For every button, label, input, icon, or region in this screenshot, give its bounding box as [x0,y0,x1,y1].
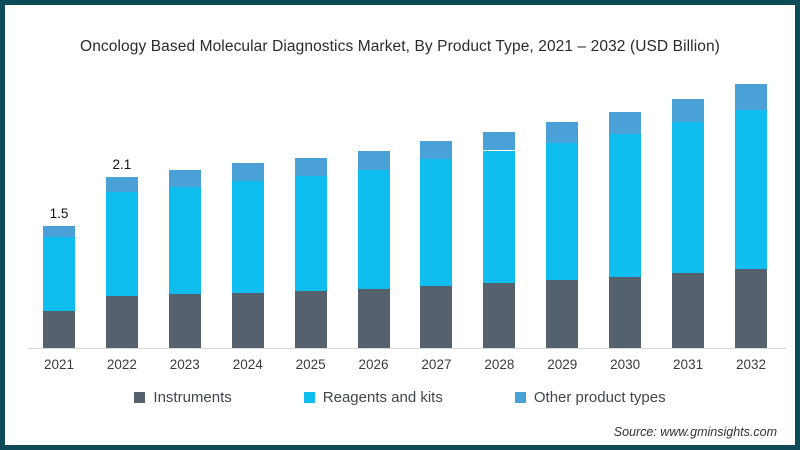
bar-segment-other-product-types-2029 [546,122,579,144]
bar-segment-instruments-2031 [672,273,705,348]
bar-2023 [168,169,201,348]
bar-segment-other-product-types-2031 [672,99,705,122]
bar-segment-other-product-types-2022 [105,177,138,192]
bar-segment-instruments-2027 [420,286,453,348]
legend: Instruments Reagents and kits Other produc… [5,389,795,406]
legend-swatch-instruments [134,392,146,403]
bar-segment-reagents-and-kits-2027 [420,159,453,287]
bar-2021 [43,226,75,348]
bar-segment-instruments-2021 [43,311,75,348]
bar-value-label-2022: 2.1 [112,157,132,173]
bar-segment-instruments-2022 [105,296,138,348]
bar-segment-instruments-2030 [609,277,642,348]
bar-segment-instruments-2026 [357,288,390,348]
bar-segment-instruments-2024 [231,292,264,348]
bar-2027 [420,140,453,348]
bar-segment-reagents-and-kits-2025 [294,175,327,292]
bar-segment-other-product-types-2025 [294,157,327,176]
plot-area: 1.5 2.1 [28,70,786,349]
bar-segment-instruments-2025 [294,291,327,348]
bar-2031 [672,99,705,348]
bar-segment-reagents-and-kits-2024 [231,181,264,293]
bar-segment-reagents-and-kits-2026 [357,170,390,289]
x-tick-2029: 2029 [547,357,578,372]
bar-segment-other-product-types-2030 [609,112,642,135]
legend-swatch-reagents-and-kits [303,392,315,403]
bar-segment-other-product-types-2032 [734,83,767,110]
bar-segment-other-product-types-2028 [483,131,516,151]
bar-segment-reagents-and-kits-2022 [105,191,138,296]
bar-segment-other-product-types-2026 [357,150,390,170]
bar-segment-reagents-and-kits-2030 [609,134,642,278]
source-note: Source: www.gminsights.com [613,425,777,439]
bar-2022 [105,177,138,348]
legend-label-instruments: Instruments [153,389,232,406]
x-tick-2025: 2025 [295,357,326,372]
bar-segment-other-product-types-2024 [231,163,264,182]
x-tick-2026: 2026 [358,357,389,372]
legend-swatch-other-product-types [514,392,526,403]
bar-segment-other-product-types-2027 [420,140,453,160]
x-tick-2024: 2024 [232,357,263,372]
legend-item-other-product-types: Other product types [514,389,666,406]
x-tick-2021: 2021 [43,357,75,372]
x-tick-2032: 2032 [735,357,766,372]
bar-value-label-2021: 1.5 [49,206,69,222]
bar-segment-reagents-and-kits-2023 [168,187,201,295]
bar-2025 [294,157,327,348]
bar-segment-other-product-types-2021 [43,226,75,238]
legend-item-reagents-and-kits: Reagents and kits [303,389,443,406]
x-tick-2023: 2023 [169,357,200,372]
bar-2030 [609,112,642,348]
bar-segment-reagents-and-kits-2028 [483,150,516,283]
legend-label-reagents-and-kits: Reagents and kits [322,389,443,406]
x-tick-2027: 2027 [421,357,452,372]
x-tick-2031: 2031 [673,357,704,372]
chart-title: Oncology Based Molecular Diagnostics Mar… [80,38,720,55]
x-tick-2028: 2028 [484,357,515,372]
legend-label-other-product-types: Other product types [533,389,666,406]
bar-segment-instruments-2032 [734,269,767,348]
bar-segment-instruments-2029 [546,279,579,348]
bar-segment-instruments-2023 [168,294,201,348]
x-tick-2030: 2030 [610,357,641,372]
bar-2029 [546,122,579,348]
bar-2024 [231,163,264,348]
x-axis: 2021 2022 2023 2024 2025 2026 2027 2028 2029 2030… [28,352,786,374]
bar-2026 [357,150,390,348]
bar-segment-other-product-types-2023 [168,169,201,187]
bar-segment-reagents-and-kits-2032 [734,109,767,270]
x-tick-2022: 2022 [106,357,137,372]
bar-2032 [734,83,767,348]
legend-item-instruments: Instruments [134,389,232,406]
bar-segment-reagents-and-kits-2031 [672,122,705,274]
bar-segment-instruments-2028 [483,283,516,348]
bar-segment-reagents-and-kits-2029 [546,143,579,280]
bar-2028 [483,131,516,348]
bar-segment-reagents-and-kits-2021 [43,237,75,312]
